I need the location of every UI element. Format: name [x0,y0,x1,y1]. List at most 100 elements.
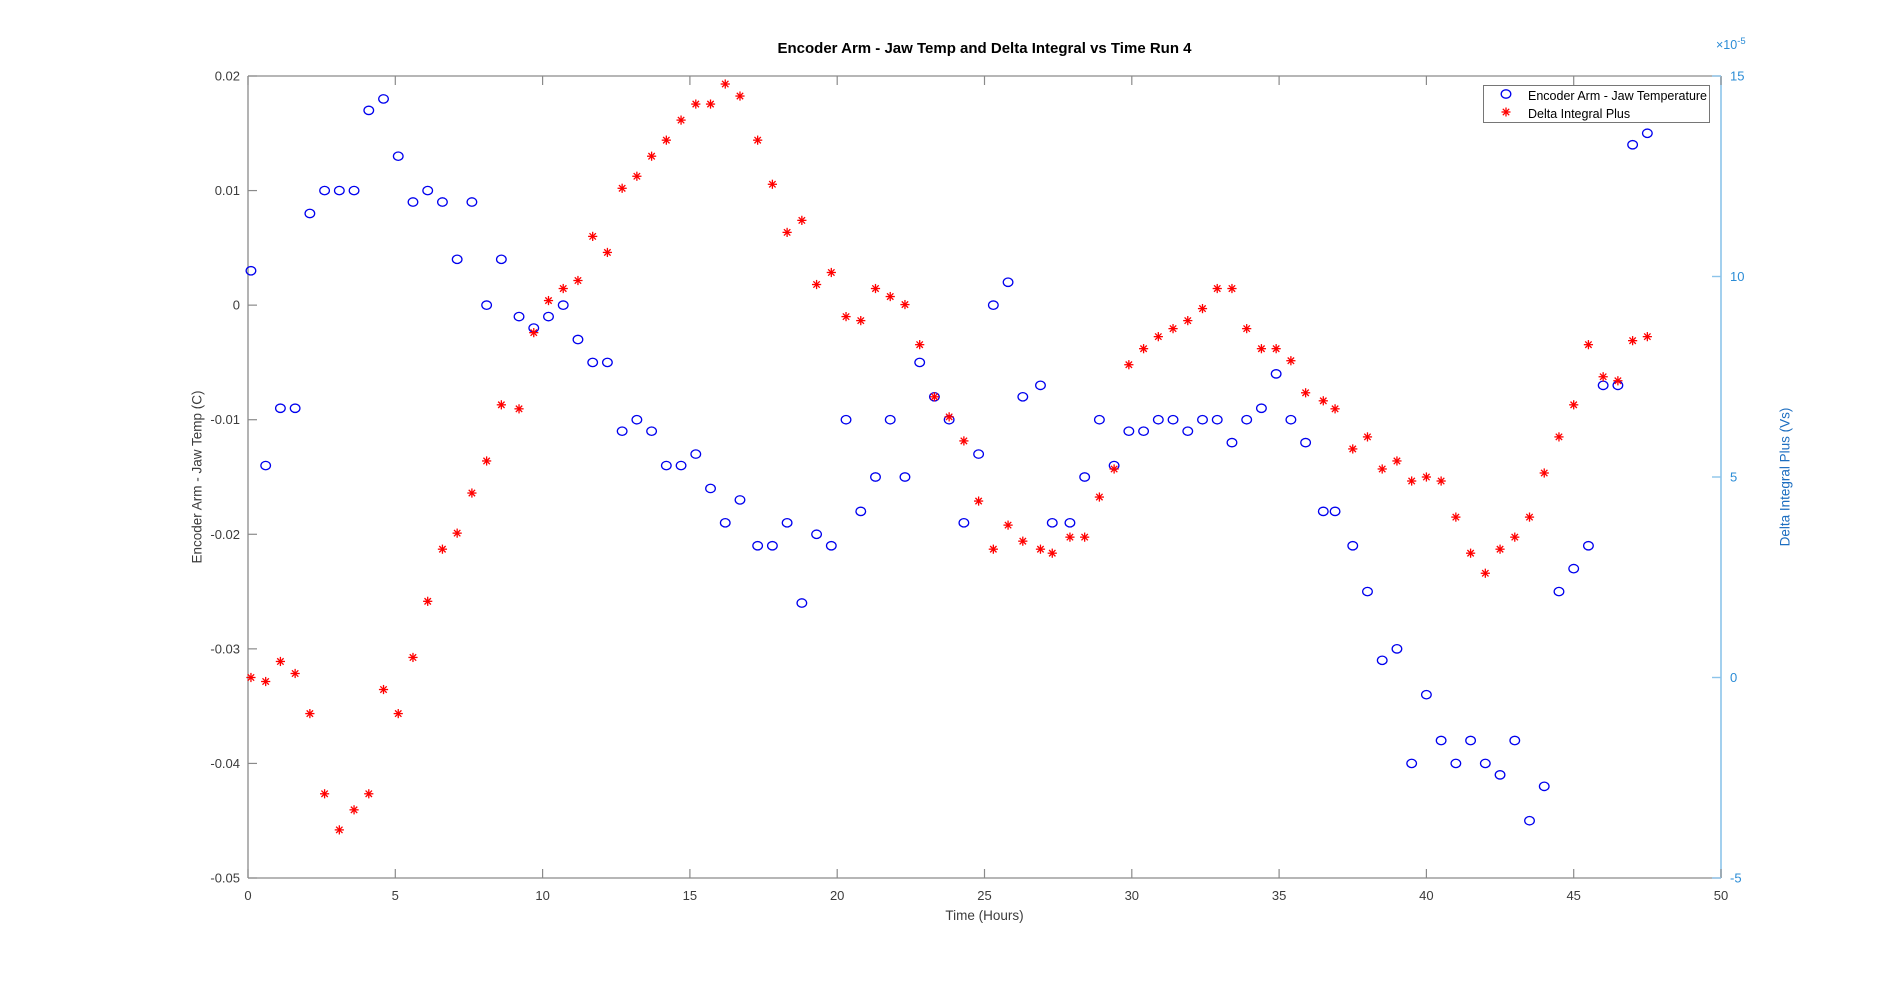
delta-integral-marker [1065,532,1075,542]
temperature-marker [513,311,525,322]
delta-integral-marker [514,404,524,414]
temperature-marker [572,334,584,345]
temperature-marker [1420,689,1432,700]
delta-integral-marker [349,805,359,815]
delta-integral-marker [1583,340,1594,350]
temperature-marker [914,357,926,368]
delta-integral-marker [1598,372,1608,382]
temperature-marker [646,426,658,437]
x-tick-label: 10 [535,888,549,903]
temperature-marker [436,197,448,207]
temperature-marker [766,540,778,551]
delta-integral-marker [408,652,418,663]
delta-integral-marker [900,299,910,310]
delta-integral-marker [1539,468,1549,478]
temperature-marker [495,254,507,265]
delta-integral-marker [1035,544,1046,554]
temperature-marker [1285,414,1297,425]
delta-integral-marker [467,488,477,498]
delta-integral-marker [988,544,998,554]
delta-integral-marker [944,412,954,422]
right-tick-label: 15 [1730,69,1744,84]
delta-integral-marker [290,668,300,679]
temperature-marker [631,414,643,425]
left-tick-label: -0.02 [210,527,240,542]
x-tick-label: 35 [1272,888,1286,903]
x-axis-title: Time (Hours) [945,908,1024,923]
temperature-marker [1524,815,1535,826]
temperature-marker [1255,403,1267,414]
right-tick-label: -5 [1730,871,1742,886]
temperature-marker [1362,586,1373,597]
delta-integral-marker [1348,444,1358,454]
legend-asterisk-marker-icon [1484,105,1528,123]
temperature-marker [1582,540,1594,551]
delta-integral-marker [1168,324,1178,334]
delta-integral-marker [1436,476,1446,486]
delta-integral-marker [885,291,895,302]
temperature-marker [1241,414,1253,425]
temperature-marker [1347,540,1359,551]
delta-integral-marker [915,340,925,350]
temperature-marker [289,403,301,414]
temperature-marker [840,414,852,425]
legend-label-delta-integral: Delta Integral Plus [1528,106,1631,121]
delta-integral-marker [1554,432,1564,442]
delta-integral-marker [1330,404,1340,414]
delta-integral-marker [1286,356,1296,366]
delta-integral-marker [1569,400,1579,410]
delta-integral-marker [543,295,554,306]
delta-integral-marker [1377,464,1387,474]
temperature-marker [660,460,672,471]
x-tick-label: 50 [1714,888,1728,903]
temperature-marker [481,300,493,310]
temperature-marker [245,265,257,276]
delta-integral-marker [1183,316,1193,326]
delta-integral-marker [1642,332,1652,342]
temperature-marker [1017,391,1029,402]
temperature-marker [1197,414,1208,425]
temperature-marker [1035,380,1046,391]
exponent-base: ×10 [1716,38,1738,53]
temperature-marker [274,403,286,414]
delta-integral-marker [1109,464,1119,474]
delta-integral-marker [782,227,792,237]
legend-row-temperature: Encoder Arm - Jaw Temperature [1484,87,1709,104]
delta-integral-marker [1080,532,1090,542]
x-tick-label: 15 [683,888,697,903]
delta-integral-marker [334,825,344,835]
delta-integral-marker [1510,532,1520,542]
delta-integral-marker [959,436,969,446]
delta-integral-marker [1362,432,1373,442]
delta-integral-marker [661,135,671,145]
x-tick-label: 40 [1419,888,1433,903]
temperature-marker [1138,426,1150,437]
x-tick-label: 25 [977,888,991,903]
delta-integral-marker [1018,536,1028,546]
temperature-marker [1450,758,1462,769]
temperature-marker [1509,735,1521,746]
temperature-marker [752,540,764,551]
temperature-marker [319,185,331,196]
delta-integral-marker [496,400,506,410]
delta-integral-marker [588,231,598,241]
delta-integral-marker [1301,388,1311,398]
temperature-marker [1494,770,1506,780]
delta-integral-marker [558,283,568,294]
delta-integral-marker [929,392,940,402]
delta-integral-marker [1407,476,1417,486]
delta-integral-marker [1318,396,1328,406]
delta-integral-marker [1480,568,1490,578]
delta-integral-marker [378,684,389,695]
legend-label-temperature: Encoder Arm - Jaw Temperature [1528,88,1708,103]
temperature-marker [1152,414,1164,425]
legend-row-delta-integral: Delta Integral Plus [1484,105,1709,122]
temperature-marker [811,529,823,540]
delta-integral-marker [720,79,730,89]
temperature-marker [1064,517,1076,528]
delta-integral-marker [573,275,583,286]
delta-integral-marker [1197,303,1208,314]
temperature-marker [781,517,793,528]
left-tick-label: -0.01 [210,412,240,427]
